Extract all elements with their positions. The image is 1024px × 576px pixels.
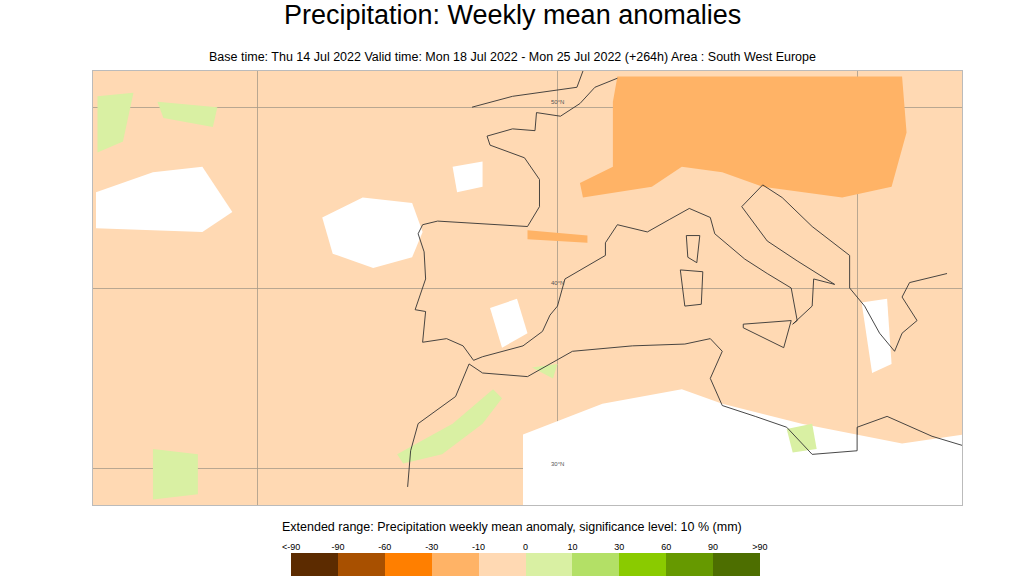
svg-text:Extended range: Precipitation: Extended range: Precipitation weekly mea… <box>282 520 742 534</box>
svg-text:0: 0 <box>523 542 528 552</box>
svg-text:40°N: 40°N <box>551 280 564 286</box>
svg-text:>90: >90 <box>752 542 767 552</box>
svg-text:10: 10 <box>567 542 577 552</box>
svg-text:<-90: <-90 <box>282 542 300 552</box>
svg-text:50°N: 50°N <box>551 99 564 105</box>
svg-text:-60: -60 <box>378 542 391 552</box>
svg-text:90: 90 <box>708 542 718 552</box>
svg-text:-30: -30 <box>425 542 438 552</box>
svg-text:60: 60 <box>661 542 671 552</box>
svg-text:Base time: Thu 14 Jul 2022 Val: Base time: Thu 14 Jul 2022 Valid time: M… <box>209 50 816 64</box>
svg-text:Precipitation: Weekly mean ano: Precipitation: Weekly mean anomalies <box>284 0 741 30</box>
svg-text:30: 30 <box>614 542 624 552</box>
svg-text:30°N: 30°N <box>551 461 564 467</box>
svg-text:-10: -10 <box>472 542 485 552</box>
svg-text:-90: -90 <box>331 542 344 552</box>
